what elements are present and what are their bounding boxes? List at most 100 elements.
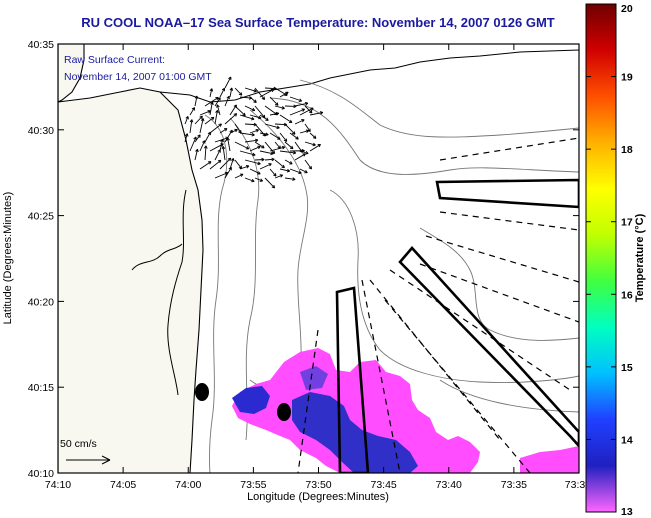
current-vector-head [207,110,211,114]
surface-current-vectors [184,76,324,189]
current-vector-head [310,107,314,111]
current-vector-head [283,138,288,142]
current-vector-head [274,102,279,106]
current-vector [239,114,255,120]
current-vector-head [253,89,257,93]
current-vector-head [285,91,289,96]
current-vector [204,145,207,161]
current-vector [279,91,289,98]
current-vector-head [229,87,234,91]
current-vector [259,89,275,98]
radar-sector-outlines [335,178,579,473]
current-vector-head [319,111,324,115]
x-tick-label: 74:00 [175,479,201,491]
sst-cool-region-south [292,392,418,473]
current-vector [259,163,272,170]
current-vector [309,144,321,152]
current-vector-head [292,177,296,181]
radar-site-2 [277,403,291,421]
current-vector-head [234,128,238,133]
current-vector [204,116,215,125]
current-vector [254,141,265,149]
current-vector-head [312,135,317,139]
current-vector-head [281,145,286,150]
current-vector-head [292,150,297,155]
current-vector [234,141,250,150]
current-vector [209,101,213,116]
current-vector [304,105,313,114]
sst-warm-region [232,348,480,473]
raritan-shoreline [159,49,579,103]
sector-east [435,178,579,209]
current-vector-head [279,174,284,178]
current-vector [284,141,294,150]
current-vector-head [217,159,222,164]
current-vector [249,114,262,119]
current-vector [304,123,311,132]
current-vector [274,123,287,126]
sst-pixels [232,348,579,473]
current-vector [216,104,221,116]
current-vector-head [298,170,302,175]
x-tick-label: 73:45 [370,479,396,491]
current-vector-head [221,87,226,92]
y-axis-label: Latitude (Degrees:Minutes) [2,192,14,325]
current-vector [204,97,219,107]
current-vector [289,108,305,116]
current-vector [184,133,188,143]
subtitle-line1: Raw Surface Current: [64,54,165,66]
current-vector-head [281,164,285,169]
current-vector-head [216,104,220,108]
current-vector [189,119,193,134]
current-vector-head [223,128,228,132]
current-vector [199,161,212,170]
current-vector-head [194,95,199,99]
current-vector [299,130,309,134]
x-tick-label: 73:50 [305,479,331,491]
current-vector [269,112,279,116]
y-tick-label: 40:20 [28,296,54,308]
current-vector-head [265,132,269,137]
colorbar-label: Temperature (°C) [634,213,646,302]
current-vector [294,153,306,161]
current-vector-head [270,88,275,93]
current-vector [254,177,263,182]
current-vector [244,105,255,111]
land-region [58,44,204,473]
current-vector-head [191,107,196,111]
current-vector [189,136,197,152]
current-vector-head [289,145,294,150]
current-vector-head [185,116,189,120]
current-vector [219,157,232,170]
current-vector [259,150,274,155]
colorbar-tick-label: 14 [621,434,633,446]
current-vector-head [259,178,264,182]
current-vector [269,146,285,152]
current-vector [249,96,257,103]
x-tick-label: 73:40 [436,479,462,491]
current-vector [194,134,201,143]
current-vector [222,146,226,161]
current-vector [194,95,198,107]
current-vector [209,159,222,170]
x-axis: 74:10 74:05 74:00 73:55 73:50 73:45 73:40 73:35… [45,44,586,491]
current-vector [199,118,204,134]
current-vector [199,110,211,116]
x-tick-label: 73:3 [565,479,586,491]
current-vector [214,172,229,179]
current-vector-head [286,168,291,173]
current-vector [224,96,230,107]
current-vector [224,113,237,125]
current-vector-head [226,137,230,141]
current-vector [309,132,317,139]
current-vector [269,96,279,106]
current-vector [274,105,285,109]
current-vector [194,149,198,161]
current-vector-head [228,166,232,171]
current-vector-head [233,113,238,117]
current-vector [244,87,257,92]
current-vector [234,173,244,179]
current-vector-head [239,173,244,177]
current-vector-head [209,88,214,92]
